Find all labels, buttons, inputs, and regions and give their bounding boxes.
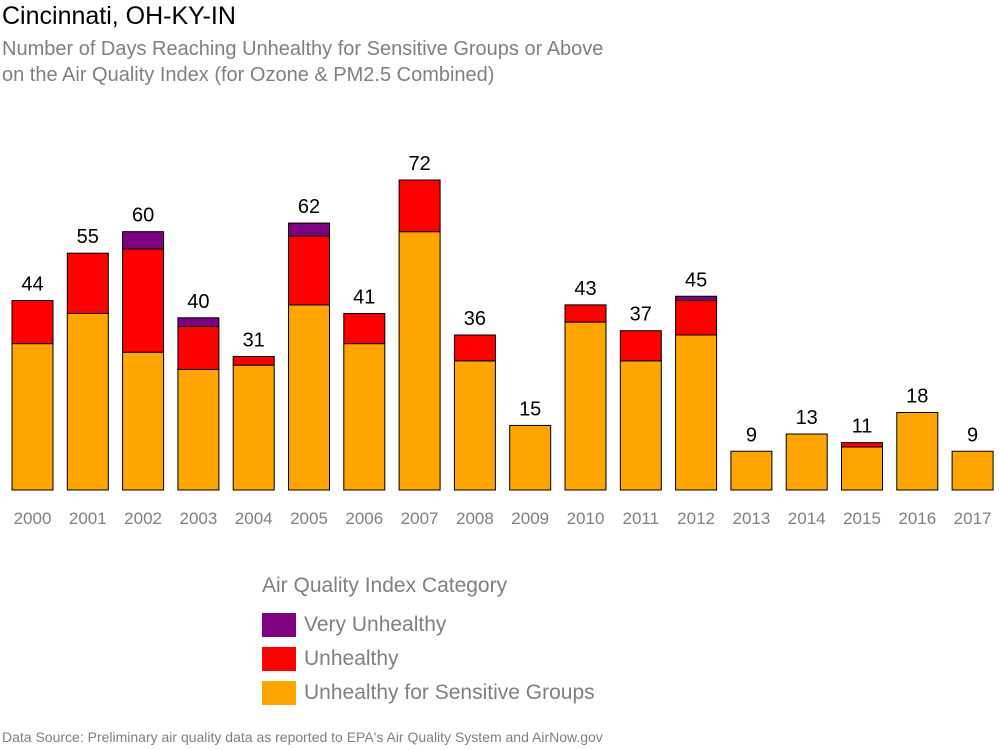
bar-segment-2011-s1 [619,330,662,362]
total-label-2012: 45 [685,269,707,291]
bar-segment-2003-s1 [177,325,220,370]
bar-segment-2000-s1 [11,300,54,345]
total-label-2007: 72 [408,153,430,175]
total-label-2000: 44 [21,274,43,296]
bar-segment-2011-s0 [619,360,662,491]
bar-segment-2015-s0 [841,446,883,491]
bar-segment-2002-s1 [122,248,165,353]
total-label-2009: 15 [519,398,541,420]
bar-segment-2003-s2 [177,317,220,327]
bar-segment-2017-s0 [951,450,994,491]
bar-segment-2007-s1 [398,179,441,233]
bar-segment-2005-s0 [288,304,330,491]
total-label-2001: 55 [77,226,99,248]
x-tick-label-2017: 2017 [954,509,992,528]
bar-segment-2007-s0 [398,231,441,491]
x-tick-label-2013: 2013 [732,509,770,528]
bar-segment-2005-s1 [288,235,330,306]
legend-item-unhealthy-sensitive: Unhealthy for Sensitive Groups [262,676,595,710]
legend-title: Air Quality Index Category [262,574,508,597]
x-tick-label-2015: 2015 [843,509,881,528]
bar-segment-2006-s0 [343,343,386,491]
bar-segment-2010-s1 [564,304,607,323]
bar-chart: 44 2000 55 2001 60 2002 40 2003 31 2004 62 2005 41 20… [11,153,994,528]
total-label-2016: 18 [906,386,928,408]
total-label-2010: 43 [574,278,596,300]
x-tick-label-2003: 2003 [179,509,217,528]
x-tick-label-2002: 2002 [124,509,162,528]
chart-title: Cincinnati, OH-KY-IN [2,2,236,30]
x-tick-label-2004: 2004 [235,509,273,528]
bar-segment-2006-s1 [343,312,386,345]
total-label-2008: 36 [464,308,486,330]
subtitle-line-1: Number of Days Reaching Unhealthy for Se… [2,38,604,60]
bar-segment-2000-s0 [11,343,54,491]
labels-layer: 44 2000 55 2001 60 2002 40 2003 31 2004 62 2005 41 20… [14,153,992,528]
x-tick-label-2016: 2016 [898,509,936,528]
bar-segment-2002-s2 [122,231,165,250]
x-tick-label-2005: 2005 [290,509,328,528]
total-label-2004: 31 [243,330,265,352]
subtitle-line-2: on the Air Quality Index (for Ozone & PM… [2,64,495,86]
bar-segment-2009-s0 [509,424,552,491]
total-label-2017: 9 [967,424,978,446]
total-label-2003: 40 [187,291,209,313]
bars-layer [11,179,994,491]
x-tick-label-2012: 2012 [677,509,715,528]
x-tick-label-2010: 2010 [567,509,605,528]
bar-segment-2012-s2 [675,295,718,302]
x-tick-label-2006: 2006 [345,509,383,528]
bar-segment-2013-s0 [730,450,773,491]
chart-subtitle: Number of Days Reaching Unhealthy for Se… [2,36,603,88]
x-tick-label-2014: 2014 [788,509,826,528]
x-tick-label-2008: 2008 [456,509,494,528]
bar-segment-2005-s2 [288,222,330,237]
total-label-2015: 11 [852,416,873,438]
bar-segment-2004-s1 [232,356,275,366]
total-label-2013: 9 [746,424,757,446]
legend-swatch-unhealthy [262,647,296,671]
x-tick-label-2011: 2011 [623,509,660,528]
bar-segment-2003-s0 [177,368,220,491]
total-label-2005: 62 [298,196,320,218]
bar-segment-2014-s0 [785,433,828,491]
total-label-2011: 37 [630,304,652,326]
bar-segment-2012-s1 [675,300,718,336]
bar-segment-2002-s0 [122,351,165,491]
bar-segment-2004-s0 [232,364,275,491]
total-label-2014: 13 [796,407,818,429]
legend-swatch-very-unhealthy [262,613,296,637]
legend: Air Quality Index Category Very Unhealth… [262,574,595,710]
bar-segment-2012-s0 [675,334,718,491]
x-tick-label-2001: 2001 [69,509,107,528]
legend-item-very-unhealthy: Very Unhealthy [262,608,595,642]
bar-segment-2010-s0 [564,321,607,491]
bar-segment-2008-s1 [453,334,496,362]
legend-label-very-unhealthy: Very Unhealthy [304,613,447,636]
total-label-2006: 41 [353,286,375,308]
bar-segment-2016-s0 [896,412,939,491]
x-tick-label-2000: 2000 [14,509,52,528]
total-label-2002: 60 [132,205,154,227]
bar-segment-2001-s1 [66,252,109,314]
legend-label-unhealthy-sensitive: Unhealthy for Sensitive Groups [304,681,595,704]
legend-swatch-unhealthy-sensitive [262,681,296,705]
bar-segment-2015-s1 [841,442,883,448]
x-tick-label-2009: 2009 [511,509,549,528]
x-tick-label-2007: 2007 [401,509,439,528]
bar-segment-2001-s0 [66,312,109,491]
legend-label-unhealthy: Unhealthy [304,647,399,670]
data-source-note: Data Source: Preliminary air quality dat… [2,729,603,745]
bar-segment-2008-s0 [453,360,496,491]
legend-item-unhealthy: Unhealthy [262,642,595,676]
